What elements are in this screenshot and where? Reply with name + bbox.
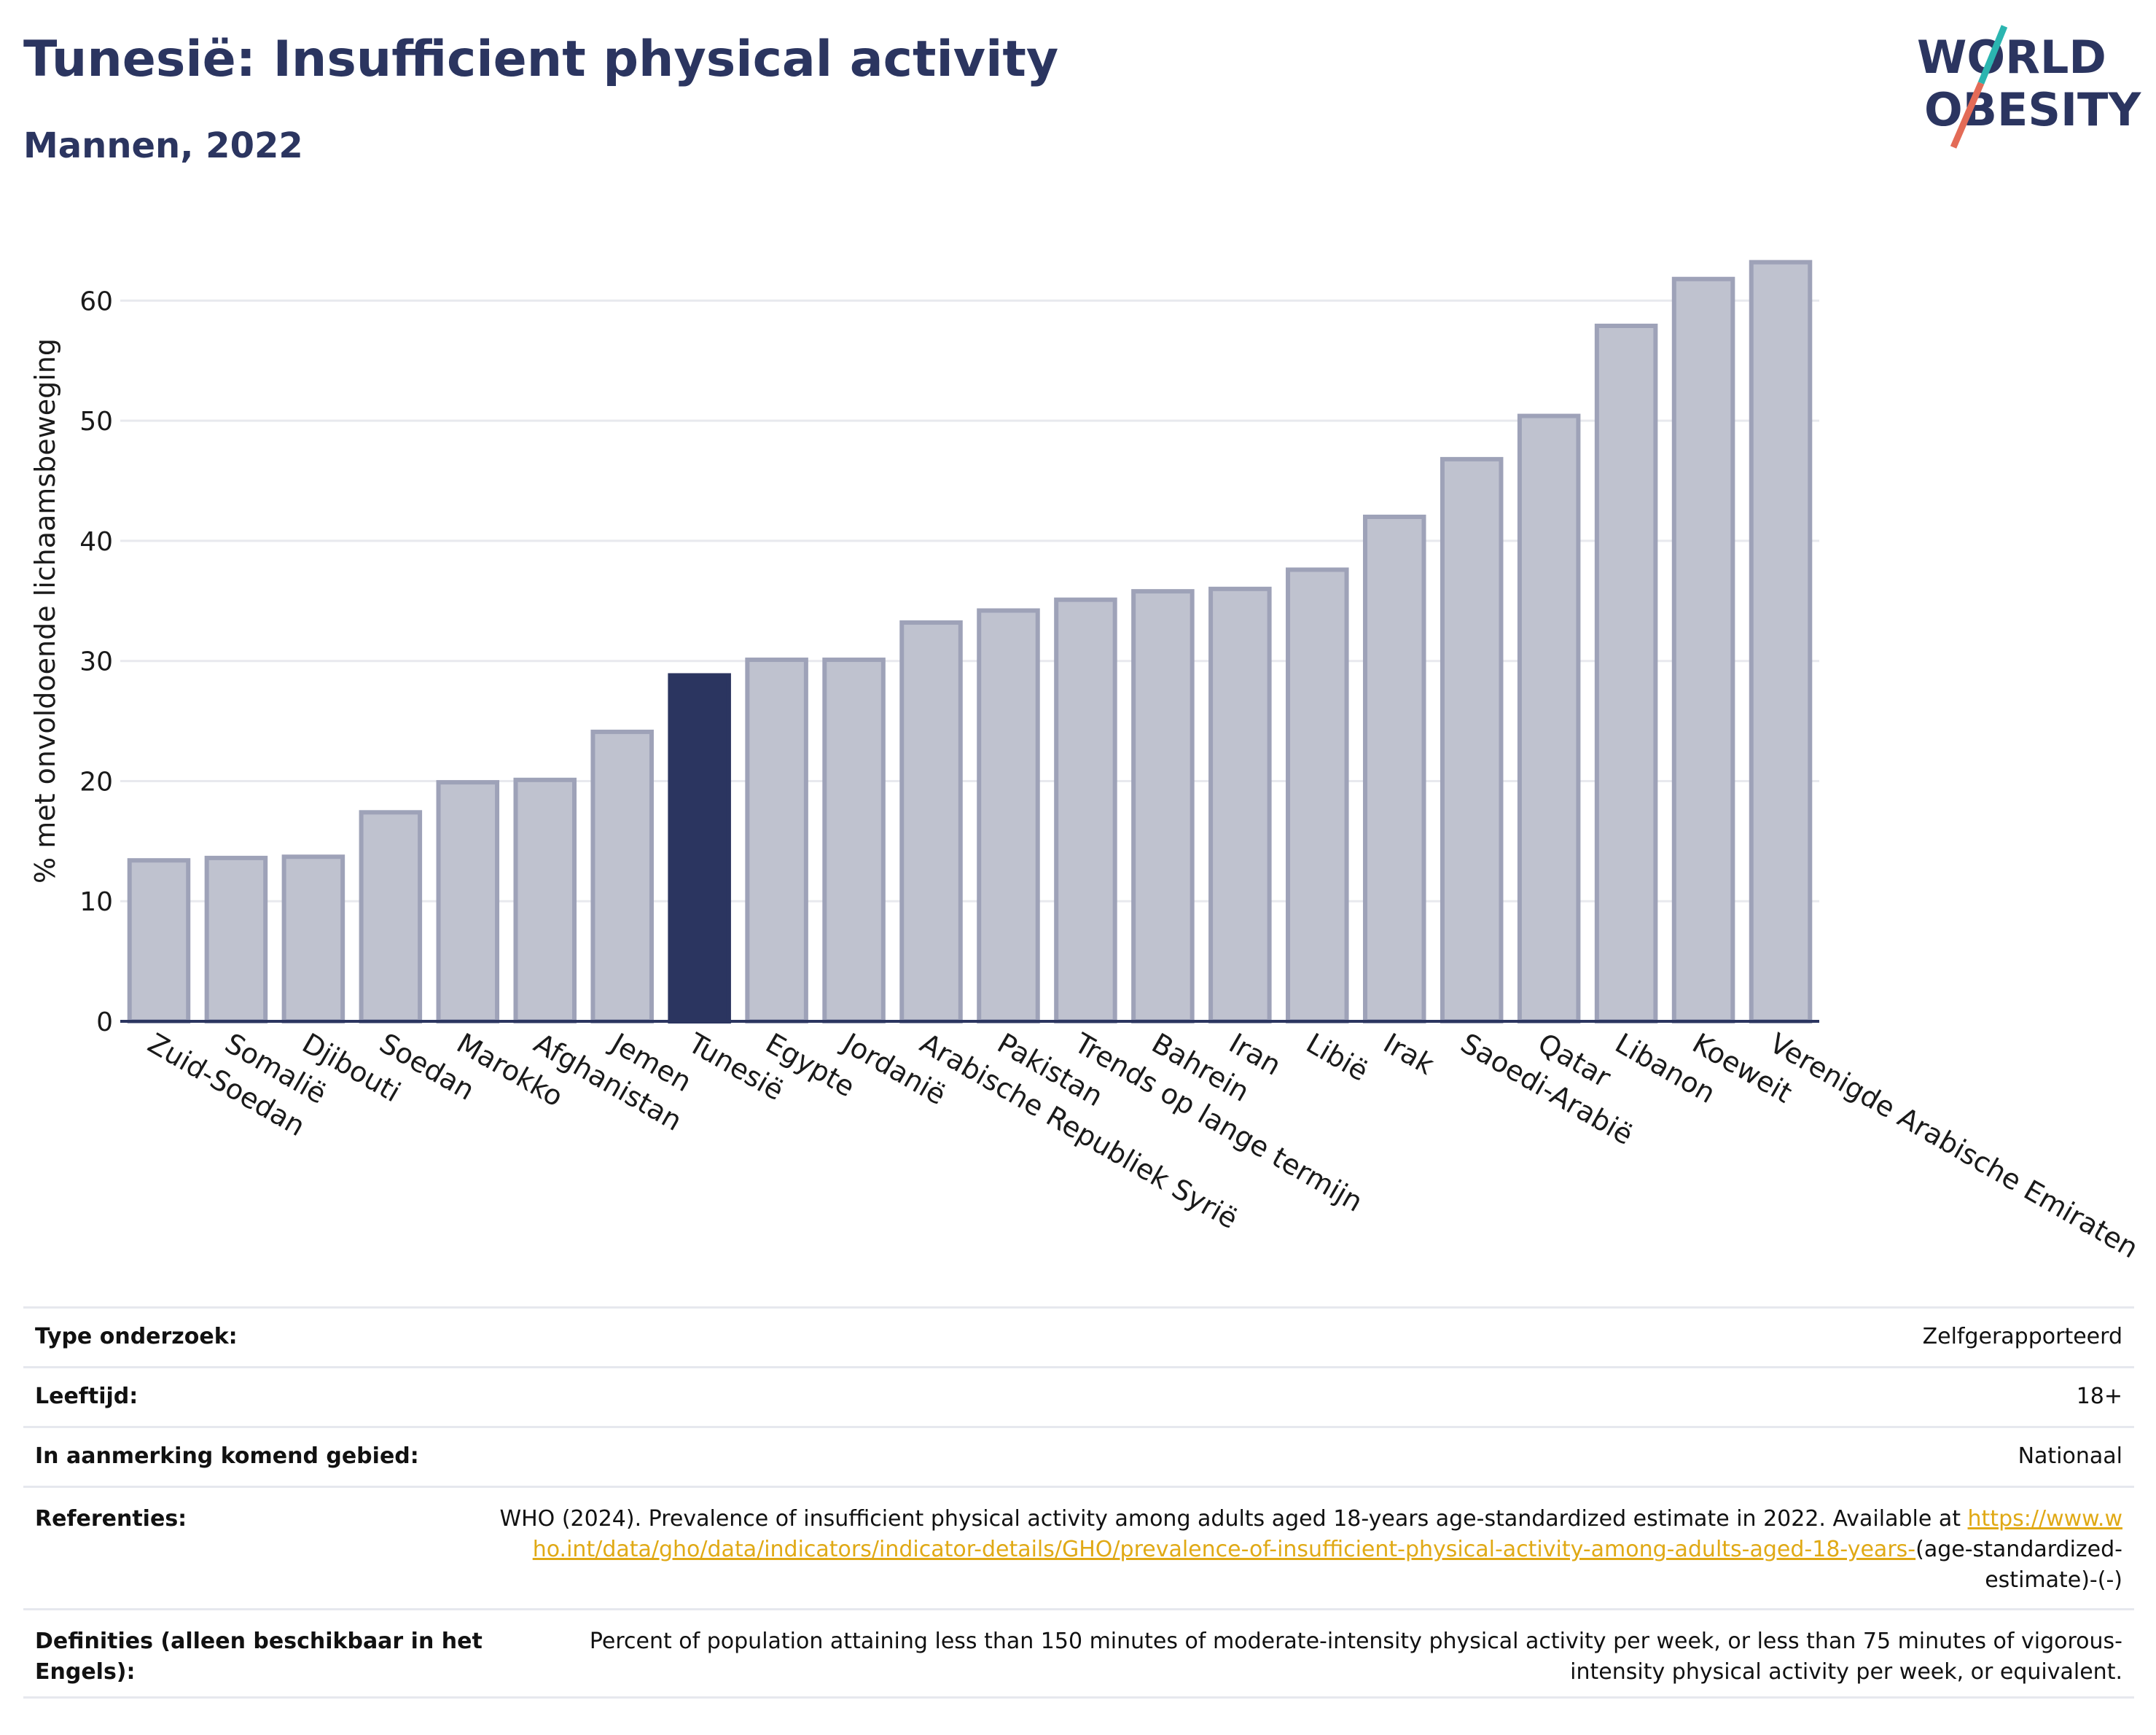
meta-label-references: Referenties: bbox=[35, 1506, 187, 1532]
bar[interactable] bbox=[1362, 514, 1426, 1024]
meta-value-age: 18+ bbox=[2076, 1384, 2122, 1409]
bar[interactable] bbox=[899, 620, 963, 1024]
y-tick-label: 60 bbox=[79, 286, 113, 316]
metadata-table: Type onderzoek: Zelfgerapporteerd Leefti… bbox=[23, 1306, 2134, 1699]
x-tick-label: Libië bbox=[1301, 1027, 1374, 1088]
bar[interactable] bbox=[281, 854, 345, 1024]
bar[interactable] bbox=[822, 658, 886, 1024]
bar[interactable] bbox=[204, 855, 268, 1024]
bar[interactable] bbox=[1749, 260, 1813, 1024]
bar[interactable] bbox=[1440, 456, 1504, 1024]
meta-value-survey-type: Zelfgerapporteerd bbox=[1922, 1324, 2122, 1349]
x-tick-label: Verenigde Arabische Emiraten bbox=[1765, 1027, 2144, 1265]
meta-row-area: In aanmerking komend gebied: Nationaal bbox=[23, 1426, 2134, 1486]
y-tick-label: 10 bbox=[79, 887, 113, 917]
bar[interactable] bbox=[590, 729, 654, 1024]
y-tick-label: 30 bbox=[79, 647, 113, 677]
bar[interactable] bbox=[513, 777, 577, 1024]
bar[interactable] bbox=[436, 780, 500, 1024]
x-tick-label: Irak bbox=[1378, 1027, 1440, 1081]
meta-row-references: Referenties: WHO (2024). Prevalence of i… bbox=[23, 1486, 2134, 1608]
meta-value-area: Nationaal bbox=[2018, 1443, 2122, 1469]
bar[interactable] bbox=[1594, 323, 1658, 1024]
bar[interactable] bbox=[1054, 597, 1117, 1024]
references-text: WHO (2024). Prevalence of insufficient p… bbox=[499, 1506, 1961, 1532]
y-tick-label: 50 bbox=[79, 407, 113, 437]
meta-row-definitions: Definities (alleen beschikbaar in het En… bbox=[23, 1608, 2134, 1699]
meta-label-survey-type: Type onderzoek: bbox=[35, 1324, 238, 1349]
meta-label-definitions: Definities (alleen beschikbaar in het En… bbox=[35, 1629, 483, 1685]
bar[interactable] bbox=[1131, 589, 1195, 1024]
bar[interactable] bbox=[1671, 276, 1735, 1024]
meta-row-age: Leeftijd: 18+ bbox=[23, 1366, 2134, 1426]
meta-row-survey-type: Type onderzoek: Zelfgerapporteerd bbox=[23, 1306, 2134, 1366]
meta-label-age: Leeftijd: bbox=[35, 1384, 138, 1409]
page-subtitle: Mannen, 2022 bbox=[23, 125, 303, 166]
bar[interactable] bbox=[1286, 567, 1349, 1024]
bar-highlighted[interactable] bbox=[668, 673, 731, 1024]
bar[interactable] bbox=[1208, 586, 1272, 1024]
meta-value-references: WHO (2024). Prevalence of insufficient p… bbox=[485, 1488, 2134, 1612]
y-tick-label: 20 bbox=[79, 767, 113, 797]
bar[interactable] bbox=[359, 810, 423, 1024]
references-link[interactable]: https://www.who.int/data/gho/data/indica… bbox=[532, 1506, 2122, 1562]
y-tick-label: 40 bbox=[79, 527, 113, 557]
references-suffix: (age-standardized-estimate)-(-) bbox=[1915, 1537, 2122, 1593]
logo-text-world: WORLD bbox=[1917, 31, 2106, 84]
chart-bars bbox=[127, 260, 1813, 1024]
meta-value-definitions: Percent of population attaining less tha… bbox=[589, 1629, 2122, 1685]
bar[interactable] bbox=[1517, 413, 1581, 1024]
bar[interactable] bbox=[127, 858, 191, 1024]
world-obesity-logo: WORLD OBESITY bbox=[1917, 25, 2141, 149]
meta-label-area: In aanmerking komend gebied: bbox=[35, 1443, 419, 1469]
y-axis-label: % met onvoldoende lichaamsbeweging bbox=[29, 338, 61, 884]
logo-slash-coral bbox=[1950, 82, 1985, 149]
bar-chart: 0102030405060Zuid-SoedanSomaliëDjiboutiS… bbox=[29, 260, 2144, 1265]
bar[interactable] bbox=[977, 608, 1040, 1024]
logo-slash-teal bbox=[1977, 25, 2008, 85]
page-title: Tunesië: Insufficient physical activity bbox=[23, 31, 1059, 88]
y-tick-label: 0 bbox=[96, 1007, 113, 1037]
bar[interactable] bbox=[745, 658, 808, 1024]
